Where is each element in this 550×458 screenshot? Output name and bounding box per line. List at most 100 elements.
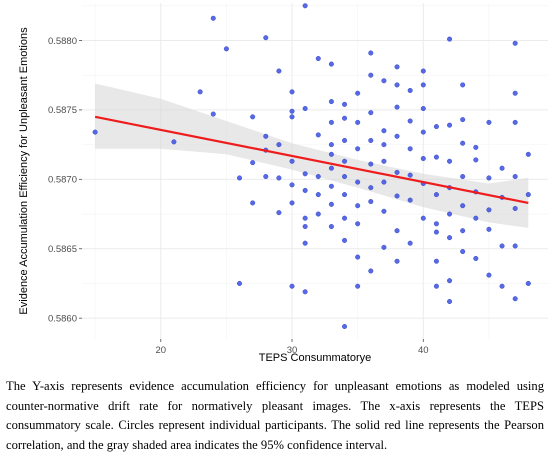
data-point bbox=[499, 283, 505, 289]
data-point bbox=[368, 268, 374, 274]
data-point bbox=[276, 68, 282, 74]
data-point bbox=[263, 35, 269, 41]
data-point bbox=[512, 90, 518, 96]
data-point bbox=[342, 324, 348, 330]
data-point bbox=[394, 104, 400, 110]
data-point bbox=[237, 280, 243, 286]
data-point bbox=[342, 101, 348, 107]
data-point bbox=[210, 111, 216, 117]
data-point bbox=[237, 175, 243, 181]
data-point bbox=[525, 192, 531, 198]
data-point bbox=[223, 46, 229, 52]
data-point bbox=[407, 146, 413, 152]
x-tick-label: 40 bbox=[418, 345, 429, 356]
data-point bbox=[197, 89, 203, 95]
data-point bbox=[394, 133, 400, 139]
data-point bbox=[315, 211, 321, 217]
data-point bbox=[342, 237, 348, 243]
data-point bbox=[328, 183, 334, 189]
data-point bbox=[289, 108, 295, 114]
data-point bbox=[289, 283, 295, 289]
data-point bbox=[381, 244, 387, 250]
data-point bbox=[407, 240, 413, 246]
data-point bbox=[315, 192, 321, 198]
data-point bbox=[171, 139, 177, 145]
data-point bbox=[289, 114, 295, 120]
data-point bbox=[302, 187, 308, 193]
data-point bbox=[394, 169, 400, 175]
y-axis-ticks: 0.5860 0.5865 0.5870 0.5875 0.5880 bbox=[48, 36, 82, 324]
data-point bbox=[250, 200, 256, 206]
data-point bbox=[355, 203, 361, 209]
y-tick-label: 0.5875 bbox=[48, 105, 77, 116]
data-point bbox=[407, 118, 413, 124]
y-axis-title: Evidence Accumulation Efficiency for Unp… bbox=[18, 27, 30, 315]
data-point bbox=[368, 110, 374, 116]
data-point bbox=[328, 151, 334, 157]
data-point bbox=[328, 142, 334, 148]
data-point bbox=[460, 203, 466, 209]
y-tick-label: 0.5865 bbox=[48, 244, 77, 255]
data-point bbox=[342, 215, 348, 221]
data-point bbox=[328, 119, 334, 125]
data-point bbox=[355, 146, 361, 152]
data-point bbox=[381, 158, 387, 164]
data-point bbox=[381, 179, 387, 185]
data-point bbox=[407, 197, 413, 203]
data-point bbox=[394, 64, 400, 70]
data-point bbox=[276, 142, 282, 148]
data-point bbox=[512, 174, 518, 180]
data-point bbox=[499, 243, 505, 249]
data-point bbox=[460, 140, 466, 146]
data-point bbox=[512, 119, 518, 125]
data-point bbox=[473, 255, 479, 261]
data-point bbox=[302, 171, 308, 177]
regression-line bbox=[94, 115, 529, 205]
data-point bbox=[499, 165, 505, 171]
data-point bbox=[342, 137, 348, 143]
y-tick-label: 0.5860 bbox=[48, 313, 77, 324]
x-tick-label: 20 bbox=[155, 345, 166, 356]
data-point bbox=[263, 133, 269, 139]
major-gridlines bbox=[82, 3, 548, 339]
data-point bbox=[328, 61, 334, 67]
data-point bbox=[420, 215, 426, 221]
data-point bbox=[447, 299, 453, 305]
x-axis-ticks: 20 30 40 bbox=[155, 339, 429, 356]
data-point bbox=[447, 122, 453, 128]
data-point bbox=[315, 56, 321, 62]
data-point bbox=[473, 215, 479, 221]
data-point bbox=[433, 154, 439, 160]
data-point bbox=[433, 283, 439, 289]
data-point bbox=[394, 258, 400, 264]
data-point bbox=[512, 205, 518, 211]
data-point bbox=[381, 208, 387, 214]
data-point bbox=[433, 221, 439, 227]
data-point bbox=[460, 82, 466, 88]
data-point bbox=[368, 161, 374, 167]
data-point bbox=[433, 124, 439, 130]
data-point bbox=[512, 243, 518, 249]
data-point bbox=[420, 68, 426, 74]
confidence-band bbox=[95, 83, 529, 228]
data-point bbox=[368, 50, 374, 56]
data-point bbox=[355, 254, 361, 260]
figure-caption: The Y-axis represents evidence accumulat… bbox=[6, 379, 544, 452]
data-point bbox=[447, 158, 453, 164]
data-point bbox=[447, 211, 453, 217]
data-point bbox=[525, 151, 531, 157]
data-point bbox=[394, 228, 400, 234]
data-point bbox=[302, 215, 308, 221]
data-point bbox=[302, 224, 308, 230]
data-point bbox=[368, 185, 374, 191]
data-point bbox=[355, 119, 361, 125]
data-point bbox=[355, 221, 361, 227]
data-point bbox=[368, 199, 374, 205]
x-axis-title: TEPS Consummatorye bbox=[259, 352, 371, 364]
data-point bbox=[407, 172, 413, 178]
data-point bbox=[486, 175, 492, 181]
data-point bbox=[276, 210, 282, 216]
data-point bbox=[315, 132, 321, 138]
data-point bbox=[355, 283, 361, 289]
data-point bbox=[420, 156, 426, 162]
